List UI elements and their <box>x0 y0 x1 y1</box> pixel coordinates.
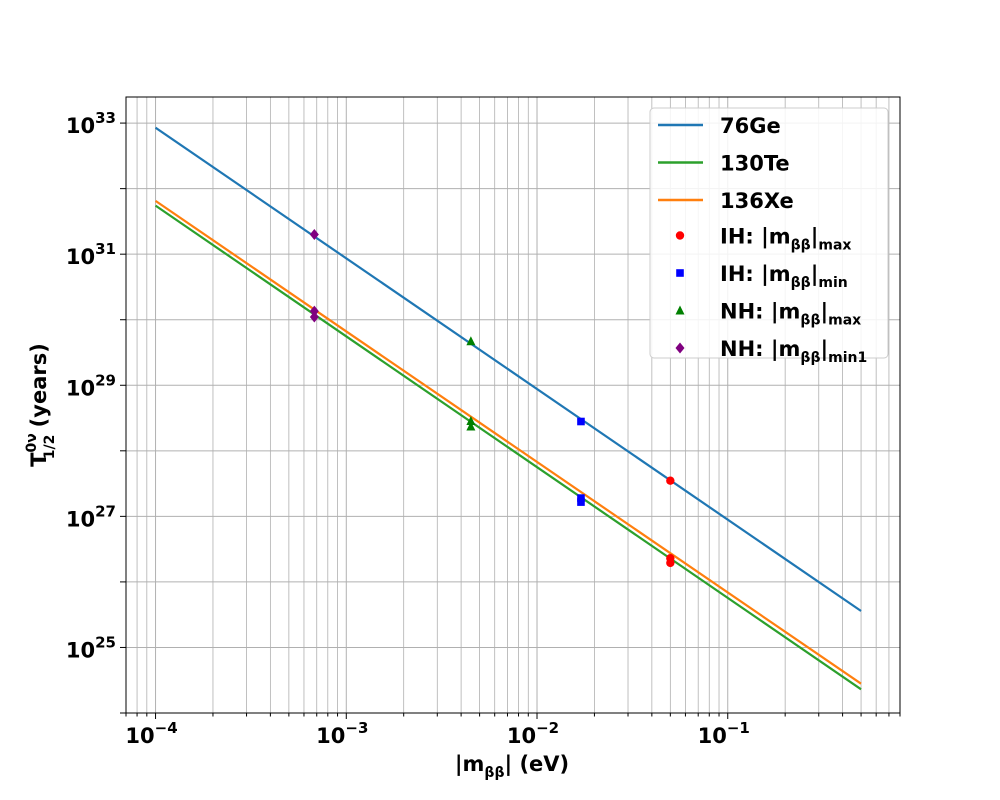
series-line-76Ge <box>154 126 862 612</box>
plot-frame <box>125 96 901 714</box>
marker-point <box>466 416 476 426</box>
legend-marker <box>675 342 685 354</box>
x-tick-labels: 10−4 10−3 10−2 10−1 <box>125 719 749 748</box>
y-tick-label: 1027 <box>66 502 116 531</box>
x-tick-label: 10−3 <box>316 719 368 748</box>
legend-label: IH: |mββ|max <box>720 225 851 254</box>
y-axis-label: T0ν 1/2 (years) <box>24 343 58 467</box>
x-tick-label: 10−1 <box>698 719 750 748</box>
y-tick-label: 1033 <box>66 109 116 138</box>
legend-marker <box>676 269 684 277</box>
marker-point <box>666 558 675 568</box>
legend-label: NH: |mββ|max <box>720 300 861 329</box>
series-line-130Te <box>154 204 862 691</box>
y-tick-label: 1025 <box>66 633 116 662</box>
marker-point <box>309 311 319 323</box>
x-axis-label: |mββ| (eV) <box>455 752 569 781</box>
x-tick-label: 10−2 <box>507 719 559 748</box>
marker-point <box>577 494 585 502</box>
legend-label: 76Ge <box>720 114 781 138</box>
legend-marker <box>675 231 685 240</box>
legend-label: IH: |mββ|min <box>720 262 848 291</box>
marker-point <box>466 336 476 346</box>
marker-points <box>309 228 675 568</box>
y-tick-labels: 1025 1027 1029 1031 1033 <box>66 109 116 662</box>
series-line-136Xe <box>154 199 862 685</box>
legend-label: 130Te <box>720 152 790 176</box>
legend: 76Ge 130Te 136Xe IH: |mββ|max IH: |mββ|min NH… <box>649 107 889 366</box>
marker-point <box>466 421 476 431</box>
x-tick-label: 10−4 <box>125 719 177 748</box>
axes <box>120 96 901 719</box>
marker-point <box>666 476 675 485</box>
legend-marker <box>675 305 685 315</box>
legend-label: NH: |mββ|min1 <box>720 337 867 366</box>
marker-point <box>577 417 585 426</box>
marker-point <box>577 498 585 506</box>
series-lines <box>154 126 862 691</box>
y-tick-label: 1029 <box>66 371 116 400</box>
marker-point <box>309 228 319 240</box>
marker-point <box>309 305 319 317</box>
legend-label: 136Xe <box>720 189 794 213</box>
y-tick-label: 1031 <box>66 240 116 269</box>
